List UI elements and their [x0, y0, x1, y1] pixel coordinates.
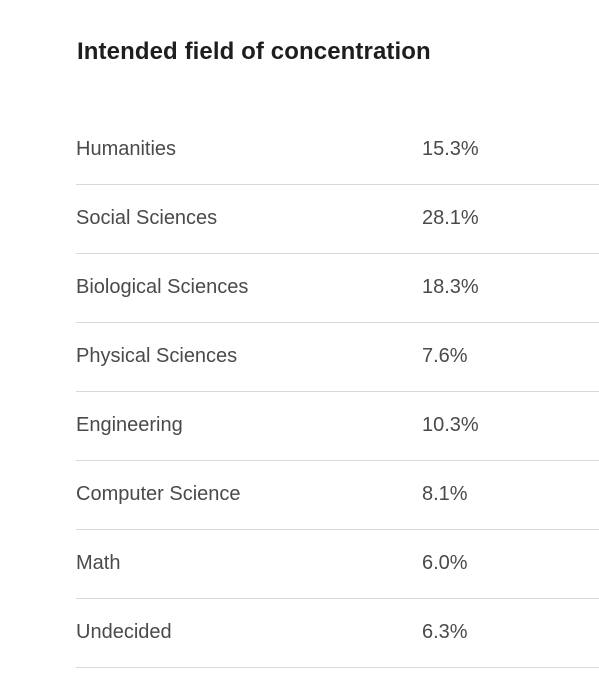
row-value: 28.1% [422, 207, 479, 229]
table-row: Computer Science 8.1% [76, 461, 599, 530]
row-label: Math [76, 552, 121, 574]
row-value: 6.3% [422, 621, 468, 643]
page-title: Intended field of concentration [77, 38, 431, 65]
table-row: Engineering 10.3% [76, 392, 599, 461]
row-value: 8.1% [422, 483, 468, 505]
row-value: 18.3% [422, 276, 479, 298]
row-label: Humanities [76, 138, 177, 160]
table-row: Physical Sciences 7.6% [76, 323, 599, 392]
table-row: Biological Sciences 18.3% [76, 254, 599, 323]
row-label: Undecided [76, 621, 172, 643]
row-label: Physical Sciences [76, 345, 238, 367]
row-value: 15.3% [422, 138, 479, 160]
table-row: Undecided 6.3% [76, 599, 599, 668]
concentration-table: Humanities 15.3% Social Sciences 28.1% B… [76, 116, 599, 668]
table-row: Humanities 15.3% [76, 116, 599, 185]
row-label: Engineering [76, 414, 183, 436]
row-label: Computer Science [76, 483, 241, 505]
row-label: Biological Sciences [76, 276, 249, 298]
row-value: 10.3% [422, 414, 479, 436]
table-row: Math 6.0% [76, 530, 599, 599]
row-value: 6.0% [422, 552, 468, 574]
row-label: Social Sciences [76, 207, 218, 229]
row-value: 7.6% [422, 345, 468, 367]
table-row: Social Sciences 28.1% [76, 185, 599, 254]
